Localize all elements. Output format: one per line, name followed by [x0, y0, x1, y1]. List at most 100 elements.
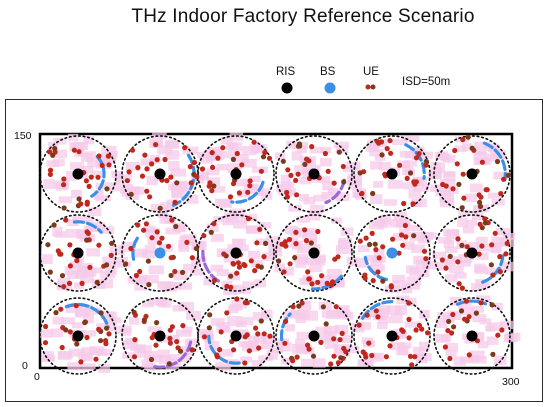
- blockage-shadow: [85, 225, 101, 233]
- blockage-shadow: [459, 356, 473, 364]
- blockage-shadow: [212, 186, 226, 193]
- blockage-shadow: [335, 145, 349, 153]
- blockage-shadow: [296, 331, 312, 340]
- blockage-shadow: [457, 301, 472, 309]
- ue-dot: [211, 221, 217, 227]
- ue-dot: [194, 174, 200, 180]
- ue-dot: [454, 161, 460, 167]
- blockage-shadow: [193, 172, 208, 180]
- ue-dot: [383, 354, 389, 360]
- ue-dot: [168, 255, 174, 261]
- blockage-shadow: [81, 363, 96, 371]
- ue-dot: [165, 243, 172, 249]
- blockage-shadow: [236, 178, 250, 187]
- ue-dot: [128, 191, 134, 197]
- blockage-shadow: [324, 339, 339, 349]
- blockage-shadow: [305, 227, 317, 236]
- ue-dot: [318, 339, 324, 345]
- blockage-shadow: [245, 225, 257, 234]
- ue-dot: [84, 237, 90, 243]
- x-axis-min-label: 0: [34, 371, 40, 383]
- blockage-shadow: [377, 316, 391, 324]
- ue-dot: [477, 203, 484, 210]
- ue-dot: [251, 139, 257, 145]
- cell-boundary-circle: [275, 297, 353, 375]
- blockage-shadow: [234, 216, 248, 223]
- figure-frame: [5, 99, 543, 402]
- blockage-shadow: [474, 265, 488, 274]
- ue-dot: [421, 248, 428, 254]
- blockage-shadow: [159, 214, 173, 224]
- blockage-shadow: [157, 208, 168, 218]
- ue-dot: [98, 310, 104, 316]
- blockage-shadow: [445, 342, 458, 352]
- blockage-shadow: [72, 322, 83, 329]
- ue-dot: [174, 180, 180, 186]
- cell-boundary-circle: [433, 297, 511, 375]
- ue-dot: [382, 171, 388, 177]
- ue-dot: [145, 258, 151, 264]
- ue-dot: [153, 342, 159, 348]
- ue-dot: [372, 241, 378, 247]
- ue-dot: [179, 269, 186, 275]
- blockage-shadow: [445, 274, 457, 283]
- blockage-shadow: [397, 160, 410, 169]
- cell-boundary-circle: [275, 135, 353, 213]
- blockage-shadow: [237, 189, 250, 198]
- blockage-shadow: [81, 267, 97, 277]
- ue-dot: [71, 147, 77, 153]
- ue-dot: [59, 273, 66, 279]
- ue-dot: [254, 240, 260, 246]
- blockage-shadow: [391, 138, 408, 145]
- ue-dot: [142, 152, 148, 158]
- blockage-shadow: [41, 254, 53, 265]
- blockage-shadow: [65, 228, 80, 238]
- ue-dot: [449, 330, 455, 336]
- ris-node: [466, 330, 478, 342]
- ue-dot: [482, 216, 488, 222]
- ue-dot: [143, 221, 149, 227]
- blockage-shadow: [120, 328, 132, 336]
- blockage-shadow: [475, 236, 488, 244]
- blockage-shadow: [295, 339, 306, 349]
- blockage-shadow: [369, 161, 383, 170]
- blockage-shadow: [445, 246, 458, 253]
- ue-dot: [451, 324, 457, 330]
- blockage-shadow: [394, 305, 407, 315]
- blockage-shadow: [441, 334, 452, 343]
- ue-dot: [63, 327, 69, 333]
- blockage-shadow: [458, 209, 470, 217]
- blockage-shadow: [165, 227, 181, 235]
- blockage-shadow: [486, 153, 498, 162]
- ue-dot: [478, 300, 484, 306]
- blockage-shadow: [259, 342, 272, 350]
- ue-layer: [42, 134, 511, 368]
- ue-dot: [464, 244, 470, 250]
- ue-dot: [400, 328, 406, 334]
- blockage-shadow: [370, 194, 383, 205]
- blockage-shadow: [141, 250, 156, 259]
- ue-dot: [168, 272, 174, 279]
- ue-dot: [95, 174, 101, 180]
- blockage-shadow: [454, 145, 467, 153]
- ue-dot: [461, 195, 467, 201]
- cell-boundary-circle: [39, 214, 117, 292]
- ue-dot: [61, 284, 67, 290]
- blockage-shadow: [242, 145, 257, 156]
- blockage-shadow: [121, 241, 136, 252]
- blockage-shadow: [446, 256, 462, 265]
- blockage-shadow: [254, 279, 267, 288]
- ue-dot: [103, 338, 109, 344]
- blockage-shadow: [405, 224, 422, 232]
- ue-dot: [423, 162, 429, 168]
- blockage-shadow: [156, 298, 168, 307]
- ue-dot: [380, 244, 386, 250]
- ue-dot: [309, 281, 315, 287]
- blockage-shadow: [293, 253, 309, 263]
- ue-dot: [154, 157, 160, 163]
- ue-dot: [262, 149, 268, 156]
- blockage-shadow: [95, 155, 111, 165]
- ue-dot: [246, 348, 252, 354]
- ue-dot: [501, 176, 507, 182]
- blockage-shadow: [175, 329, 192, 337]
